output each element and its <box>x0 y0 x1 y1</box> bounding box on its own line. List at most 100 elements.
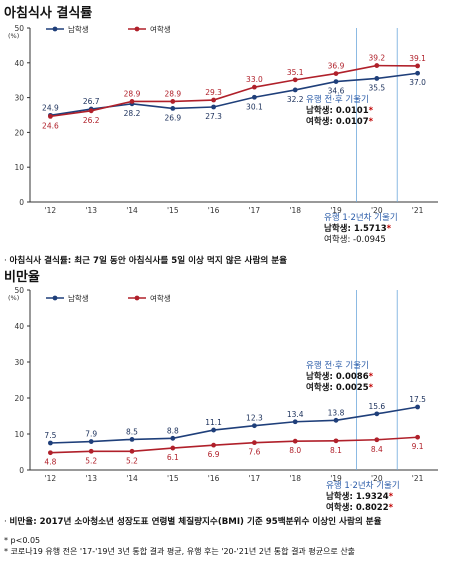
data-label-female: 8.4 <box>371 445 383 454</box>
x-tick-label: '13 <box>85 206 97 215</box>
x-tick-label: '15 <box>167 474 179 483</box>
data-point-male <box>374 76 380 81</box>
x-tick-label: '18 <box>289 206 301 215</box>
data-point-female <box>415 434 420 440</box>
y-axis-unit: (%) <box>8 294 19 302</box>
data-point-male <box>252 423 257 429</box>
data-point-female <box>374 63 380 68</box>
x-tick-label: '17 <box>249 206 261 215</box>
data-label-female: 6.9 <box>208 450 220 459</box>
data-label-female: 4.8 <box>44 458 56 467</box>
slope-box2-female: 여학생: 0.8022* <box>326 502 394 512</box>
data-label-female: 8.1 <box>330 446 342 455</box>
x-tick-label: '18 <box>289 474 301 483</box>
y-tick-label: 20 <box>14 128 24 137</box>
slope-box2-title: 유행 1·2년차 기울기 <box>326 480 400 491</box>
data-point-female <box>333 71 339 76</box>
legend-marker-male <box>52 295 58 301</box>
x-tick-label: '19 <box>330 206 342 215</box>
data-point-female <box>88 108 94 114</box>
data-label-male: 17.5 <box>409 395 426 404</box>
data-label-male: 7.9 <box>85 430 97 439</box>
data-point-male <box>48 440 53 446</box>
slope-box2-male: 남학생: 1.5713* <box>324 223 392 234</box>
x-tick-label: '20 <box>371 474 383 483</box>
y-axis-unit: (%) <box>8 32 19 40</box>
data-label-male: 11.1 <box>205 418 222 427</box>
data-point-female <box>170 99 176 104</box>
data-label-male: 24.9 <box>42 103 59 112</box>
data-point-female <box>374 437 380 443</box>
y-tick-label: 30 <box>14 358 24 367</box>
data-point-female <box>211 442 217 448</box>
data-point-female <box>252 440 257 446</box>
legend-marker-male <box>52 26 58 32</box>
slope-box1-male: 남학생: 0.0086* <box>306 371 374 382</box>
data-label-male: 13.8 <box>328 408 345 417</box>
data-label-male: 26.9 <box>164 113 181 122</box>
data-point-male <box>170 105 176 111</box>
x-tick-label: '16 <box>208 206 220 215</box>
y-tick-label: 10 <box>14 430 24 439</box>
data-label-male: 27.3 <box>205 112 222 121</box>
x-tick-label: '15 <box>167 206 179 215</box>
legend-label-male: 남학생 <box>68 24 89 34</box>
data-point-male <box>170 435 176 441</box>
data-point-male <box>211 427 217 433</box>
data-point-male <box>415 70 420 76</box>
data-label-female: 29.3 <box>205 88 222 97</box>
data-label-female: 36.9 <box>328 62 345 71</box>
slope-box1-female: 여학생: 0.0107* <box>306 116 374 127</box>
legend-label-female: 여학생 <box>150 24 171 34</box>
y-tick-label: 40 <box>14 59 24 68</box>
data-label-male: 8.5 <box>126 427 138 436</box>
data-label-male: 28.2 <box>124 109 141 118</box>
x-tick-label: '14 <box>126 206 138 215</box>
data-point-female <box>333 438 339 444</box>
data-label-male: 37.0 <box>409 78 426 87</box>
series-line-female <box>50 436 418 454</box>
chart1-title: 아침식사 결식률 <box>4 6 93 21</box>
x-tick-label: '12 <box>45 474 57 483</box>
data-point-male <box>252 94 257 100</box>
legend-label-female: 여학생 <box>150 293 171 303</box>
data-label-male: 35.5 <box>368 83 385 92</box>
data-label-male: 13.4 <box>287 410 304 419</box>
data-label-male: 30.1 <box>246 102 263 111</box>
chart1-breakfast-skipping: 0 10 20 30 40 50(%) '12 '13 '14 '15 '16 '17 '18 '19 '2… <box>8 24 438 245</box>
y-tick-label: 10 <box>14 163 24 172</box>
x-tick-label: '19 <box>330 474 342 483</box>
data-label-male: 26.7 <box>83 97 100 106</box>
data-point-female <box>292 77 298 83</box>
x-tick-label: '20 <box>371 206 383 215</box>
data-point-male <box>333 417 339 423</box>
data-label-female: 7.6 <box>248 448 260 457</box>
x-tick-label: '13 <box>85 474 97 483</box>
slope-box1-title: 유행 전·후 기울기 <box>306 360 369 371</box>
legend-marker-female <box>134 26 140 32</box>
data-label-female: 24.6 <box>42 121 59 130</box>
data-point-female <box>129 99 135 104</box>
data-point-female <box>211 97 217 103</box>
data-label-male: 15.6 <box>368 402 385 411</box>
chart1-note: · 아침식사 결식률: 최근 7일 동안 아침식사를 5일 이상 먹지 않은 사… <box>4 256 288 266</box>
x-tick-label: '12 <box>45 206 57 215</box>
legend-marker-female <box>134 295 140 301</box>
data-label-female: 6.1 <box>167 453 179 462</box>
data-point-male <box>292 87 298 93</box>
y-tick-label: 0 <box>19 466 24 475</box>
data-point-female <box>88 448 94 454</box>
data-label-female: 35.1 <box>287 68 304 77</box>
x-tick-label: '17 <box>249 474 261 483</box>
y-tick-label: 50 <box>14 286 24 295</box>
footnotes: * p<0.05 * 코로나19 유행 전은 '17-'19년 3년 통합 결과… <box>4 535 446 557</box>
data-label-female: 39.2 <box>368 54 385 63</box>
data-label-female: 26.2 <box>83 116 100 125</box>
chart2-note: · 비만율: 2017년 소아청소년 성장도표 연령별 체질량지수(BMI) 기… <box>4 517 382 527</box>
x-tick-label: '21 <box>412 206 424 215</box>
data-label-female: 9.1 <box>412 442 424 451</box>
x-tick-label: '21 <box>412 474 424 483</box>
slope-box1-title: 유행 전·후 기울기 <box>306 94 369 105</box>
data-point-female <box>48 450 53 456</box>
data-point-male <box>88 439 94 444</box>
